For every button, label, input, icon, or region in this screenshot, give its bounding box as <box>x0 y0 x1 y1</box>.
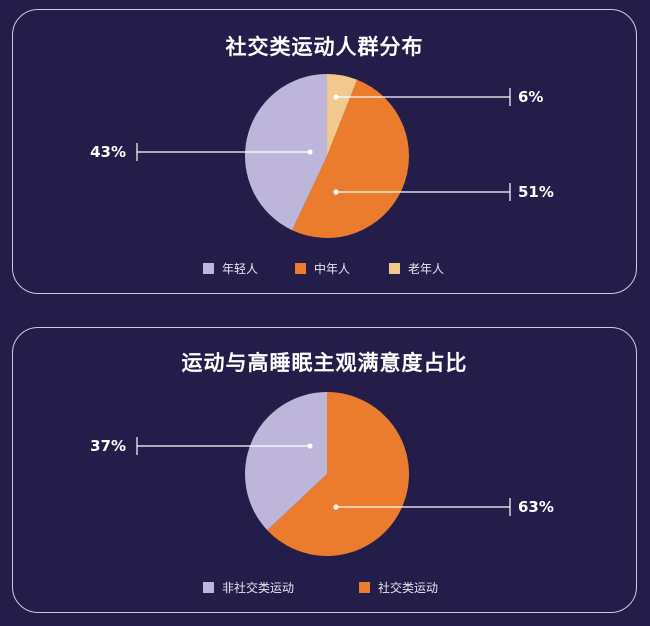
leader-dot <box>333 94 339 100</box>
legend-label: 非社交类运动 <box>222 581 295 595</box>
legend-swatch <box>295 263 306 274</box>
legend-swatch <box>203 582 214 593</box>
legend-swatch <box>203 263 214 274</box>
legend-swatch <box>389 263 400 274</box>
legend: 年轻人 中年人 老年人 <box>13 260 636 278</box>
data-label: 51% <box>518 183 554 201</box>
pie-slice-0 <box>267 392 410 556</box>
legend-item-middle: 中年人 <box>295 260 350 277</box>
data-label: 37% <box>90 437 126 455</box>
pie-slice-1 <box>292 79 410 239</box>
legend-item-social: 社交类运动 <box>359 579 438 596</box>
chart-panel-sleep-satisfaction: 运动与高睡眠主观满意度占比 63% 37% 非社交类运动 社交类运动 <box>12 327 637 613</box>
pie-slice-1 <box>245 392 327 531</box>
leader-dot <box>333 189 339 195</box>
data-label: 6% <box>518 88 543 106</box>
leader-dot <box>307 149 313 155</box>
legend-item-young: 年轻人 <box>203 260 258 277</box>
legend-swatch <box>359 582 370 593</box>
legend-label: 老年人 <box>408 262 445 276</box>
chart-title: 运动与高睡眠主观满意度占比 <box>181 351 468 375</box>
data-label: 43% <box>90 143 126 161</box>
legend-label: 中年人 <box>314 262 351 276</box>
chart-panel-crowd-distribution: 社交类运动人群分布 6% 51% 43% 年轻人 中年人 老年人 <box>12 9 637 294</box>
legend-label: 社交类运动 <box>378 581 439 595</box>
pie-chart-sleep: 63% 37% <box>90 392 554 556</box>
leader-dot <box>307 443 313 449</box>
leader-dot <box>333 504 339 510</box>
pie-chart-crowd: 6% 51% 43% <box>90 74 554 239</box>
legend: 非社交类运动 社交类运动 <box>13 579 636 597</box>
legend-item-old: 老年人 <box>389 260 444 277</box>
data-label: 63% <box>518 498 554 516</box>
legend-item-nonsocial: 非社交类运动 <box>203 579 294 596</box>
pie-slice-0 <box>327 74 358 156</box>
chart-title: 社交类运动人群分布 <box>225 35 424 59</box>
legend-label: 年轻人 <box>222 262 259 276</box>
